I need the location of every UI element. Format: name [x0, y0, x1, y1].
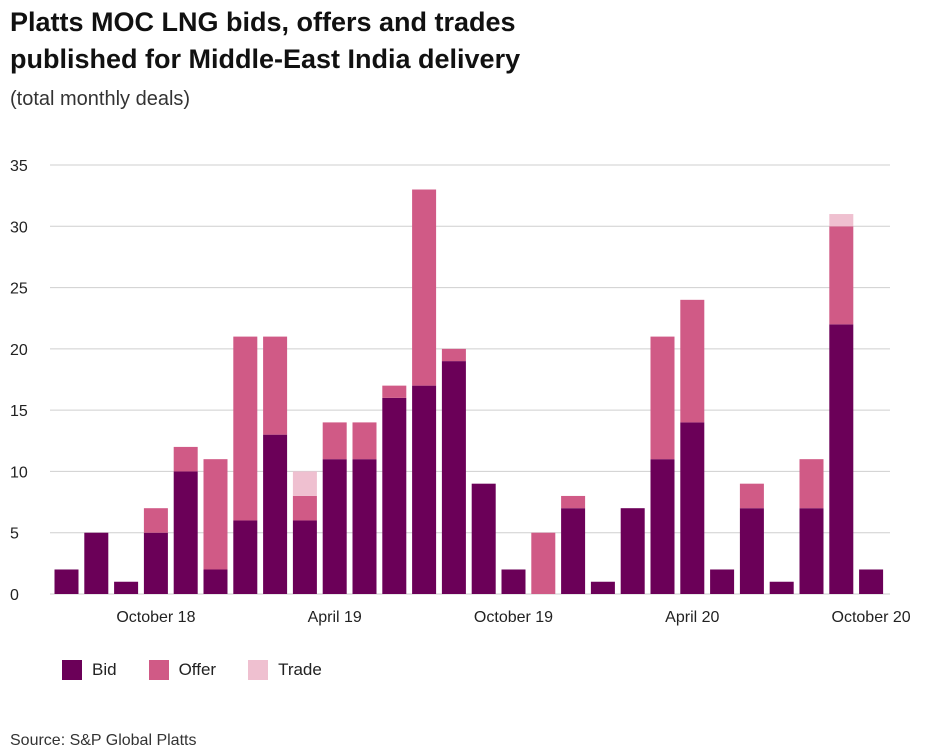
x-tick-label: October 19 — [474, 609, 553, 626]
bar-segment-bid — [382, 397, 407, 594]
x-tick-label: October 20 — [832, 609, 911, 626]
bar-segment-offer — [829, 226, 854, 325]
bar-segment-offer — [233, 336, 258, 521]
source-note: Source: S&P Global Platts — [10, 732, 197, 749]
bar-segment-offer — [531, 532, 556, 594]
legend-item-offer: Offer — [148, 660, 217, 680]
bar-segment-trade — [292, 471, 317, 496]
legend-item-trade: Trade — [248, 660, 322, 680]
bar-segment-bid — [292, 520, 317, 594]
chart-title: Platts MOC LNG bids, offers and trades p… — [10, 4, 910, 78]
bar-segment-bid — [412, 385, 437, 594]
chart-title-line-2: published for Middle-East India delivery — [10, 44, 521, 74]
legend-label-bid: Bid — [92, 660, 117, 679]
bar-segment-bid — [441, 361, 466, 594]
chart-subtitle: (total monthly deals) — [10, 88, 191, 110]
bar-segment-offer — [263, 336, 288, 435]
x-axis-ticks: October 18 April 19 October 19 April 20 Octo… — [116, 609, 910, 626]
bar-segment-bid — [859, 569, 884, 594]
x-tick-label: October 18 — [116, 609, 195, 626]
legend-swatch-trade — [248, 660, 269, 680]
bar-segment-bid — [680, 422, 705, 594]
bar-segment-bid — [620, 508, 645, 594]
bar-segment-bid — [710, 569, 735, 594]
bar-segment-bid — [263, 434, 288, 594]
y-tick-label: 20 — [10, 342, 28, 359]
bar-segment-offer — [143, 508, 168, 533]
bar-segment-bid — [114, 581, 139, 594]
y-axis-ticks: 0 5 10 15 20 25 30 35 — [10, 158, 28, 604]
chart-title-line-1: Platts MOC LNG bids, offers and trades — [10, 7, 516, 37]
bar-segment-offer — [292, 495, 317, 521]
bar-segment-offer — [352, 422, 377, 460]
bar-segment-offer — [680, 299, 705, 423]
bar-segment-offer — [203, 459, 228, 570]
bar-segment-bid — [233, 520, 258, 594]
bar-segment-offer — [561, 495, 586, 509]
y-tick-label: 25 — [10, 281, 28, 298]
x-tick-label: April 19 — [308, 609, 362, 626]
y-tick-label: 35 — [10, 158, 28, 175]
bar-segment-offer — [799, 459, 824, 509]
legend-swatch-bid — [62, 660, 82, 680]
bar-segment-bid — [471, 483, 496, 594]
bar-segment-offer — [412, 189, 437, 386]
y-tick-label: 15 — [10, 403, 28, 420]
y-tick-label: 10 — [10, 464, 28, 481]
legend: Bid Offer Trade — [62, 660, 354, 680]
bar-segment-bid — [829, 324, 854, 594]
bar-segment-offer — [173, 446, 198, 472]
legend-label-offer: Offer — [178, 660, 217, 679]
x-tick-label: April 20 — [665, 609, 719, 626]
bar-segment-bid — [561, 508, 586, 594]
bar-segment-offer — [650, 336, 675, 460]
bar-segment-offer — [441, 348, 466, 362]
y-tick-label: 30 — [10, 219, 28, 236]
y-tick-label: 0 — [10, 587, 19, 604]
bar-segment-bid — [203, 569, 228, 594]
legend-swatch-offer — [148, 660, 169, 680]
bar-segment-trade — [829, 214, 854, 227]
bar-segment-bid — [84, 532, 109, 594]
legend-item-bid: Bid — [62, 660, 117, 680]
bar-segment-bid — [739, 508, 764, 594]
bar-segment-bid — [769, 581, 794, 594]
bar-segment-bid — [352, 459, 377, 594]
bar-segment-bid — [501, 569, 526, 594]
bar-segment-bid — [143, 532, 168, 594]
bar-segment-offer — [739, 483, 764, 509]
bar-segment-bid — [322, 459, 347, 594]
legend-label-trade: Trade — [278, 660, 322, 679]
bar-segment-bid — [590, 581, 615, 594]
bar-segment-bid — [54, 569, 79, 594]
bar-segment-bid — [799, 508, 824, 594]
bar-segment-offer — [382, 385, 407, 398]
y-tick-label: 5 — [10, 526, 19, 543]
bar-segment-bid — [650, 459, 675, 594]
bars — [54, 189, 884, 594]
bar-segment-bid — [173, 471, 198, 594]
bar-segment-offer — [322, 422, 347, 460]
